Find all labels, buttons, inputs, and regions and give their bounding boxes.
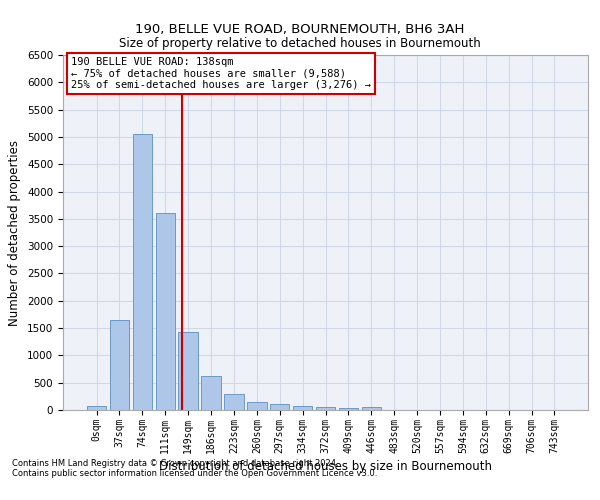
- Bar: [110, 320, 129, 410]
- Bar: [247, 402, 266, 410]
- Bar: [87, 406, 106, 410]
- Bar: [155, 214, 175, 410]
- Bar: [338, 408, 358, 410]
- Bar: [293, 406, 313, 410]
- Text: Contains HM Land Registry data © Crown copyright and database right 2024.: Contains HM Land Registry data © Crown c…: [12, 459, 338, 468]
- Bar: [202, 376, 221, 410]
- Bar: [316, 406, 335, 410]
- Text: Contains public sector information licensed under the Open Government Licence v3: Contains public sector information licen…: [12, 469, 377, 478]
- Text: 190 BELLE VUE ROAD: 138sqm
← 75% of detached houses are smaller (9,588)
25% of s: 190 BELLE VUE ROAD: 138sqm ← 75% of deta…: [71, 57, 371, 90]
- Bar: [270, 404, 289, 410]
- Y-axis label: Number of detached properties: Number of detached properties: [8, 140, 22, 326]
- Bar: [178, 332, 198, 410]
- Text: 190, BELLE VUE ROAD, BOURNEMOUTH, BH6 3AH: 190, BELLE VUE ROAD, BOURNEMOUTH, BH6 3A…: [136, 22, 464, 36]
- Bar: [362, 406, 381, 410]
- Text: Size of property relative to detached houses in Bournemouth: Size of property relative to detached ho…: [119, 38, 481, 51]
- Bar: [224, 394, 244, 410]
- X-axis label: Distribution of detached houses by size in Bournemouth: Distribution of detached houses by size …: [159, 460, 492, 473]
- Bar: [133, 134, 152, 410]
